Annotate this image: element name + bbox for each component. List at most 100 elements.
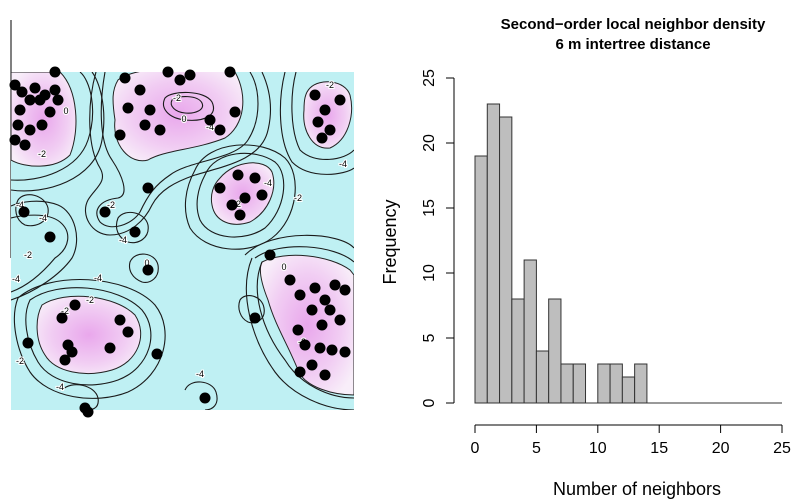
tree-point — [174, 74, 186, 86]
tree-point — [319, 104, 331, 116]
contour-label: -2 — [326, 80, 334, 90]
y-tick-label: 25 — [421, 69, 438, 87]
x-tick-label: 15 — [650, 440, 668, 457]
tree-point — [151, 348, 163, 360]
tree-point — [306, 304, 318, 316]
contour-label: -4 — [196, 369, 204, 379]
tree-point — [114, 129, 126, 141]
x-tick-label: 20 — [712, 440, 730, 457]
tree-point — [316, 319, 328, 331]
tree-point — [319, 294, 331, 306]
contour-label: -2 — [38, 149, 46, 159]
contour-line — [170, 96, 204, 114]
tree-point — [306, 359, 318, 371]
histogram-bars — [474, 103, 782, 404]
tree-point — [52, 94, 64, 106]
tree-point — [29, 82, 41, 94]
tree-point — [339, 284, 351, 296]
tree-points — [9, 66, 351, 418]
contour-line — [11, 214, 69, 293]
tree-point — [16, 86, 28, 98]
tree-point — [104, 342, 116, 354]
contour-line — [279, 72, 354, 175]
contour-line — [244, 234, 354, 256]
contour-line — [196, 152, 285, 238]
cluster-top-middle — [112, 72, 244, 162]
tree-point — [44, 106, 56, 118]
tree-point — [24, 94, 36, 106]
tree-point — [329, 279, 341, 291]
tree-point — [334, 94, 346, 106]
tree-point — [309, 282, 321, 294]
chart-title: Second−order local neighbor density — [501, 16, 766, 33]
tree-point — [119, 72, 131, 84]
tree-point — [339, 346, 351, 358]
tree-point — [12, 119, 24, 131]
contour-label: -2 — [24, 250, 32, 260]
tree-point — [184, 69, 196, 81]
contour-label: -4 — [16, 200, 24, 210]
x-tick-label: 25 — [773, 440, 791, 457]
tree-point — [59, 354, 71, 366]
tree-point — [162, 66, 174, 78]
contour-line — [115, 211, 149, 244]
tree-point — [324, 304, 336, 316]
tree-point — [292, 324, 304, 336]
histogram-axes: 0 5 10 15 20 25 0 5 10 15 20 25 — [421, 69, 791, 457]
contour-line — [25, 287, 152, 386]
contour-label: -4 — [206, 122, 214, 132]
contour-label: 0 — [144, 258, 149, 268]
histogram-bar — [511, 298, 525, 404]
tree-point — [34, 94, 46, 106]
chart-subtitle: 6 m intertree distance — [555, 36, 710, 53]
tree-point — [294, 366, 306, 378]
tree-point — [314, 342, 326, 354]
tree-point — [18, 206, 30, 218]
tree-point — [114, 314, 126, 326]
tree-point — [142, 264, 154, 276]
contour-line — [13, 278, 166, 399]
contour-line — [245, 257, 354, 410]
tree-point — [122, 326, 134, 338]
contour-label: -4 — [56, 382, 64, 392]
tree-point — [214, 182, 226, 194]
tree-point — [324, 124, 336, 136]
histogram-bar — [621, 376, 636, 404]
contour-label: -2 — [86, 295, 94, 305]
tree-point — [229, 106, 241, 118]
tree-point — [334, 314, 346, 326]
tree-point — [326, 344, 338, 356]
histogram-bar — [560, 363, 574, 404]
tree-point — [82, 406, 94, 418]
contour-label: -2 — [294, 193, 302, 203]
tree-point — [9, 79, 21, 91]
tree-point — [264, 249, 276, 261]
contour-line — [184, 144, 296, 250]
x-tick-label: 0 — [471, 440, 480, 457]
tree-point — [14, 104, 26, 116]
tree-point — [24, 124, 36, 136]
tree-point — [62, 339, 74, 351]
contour-label: -2 — [61, 306, 69, 316]
histogram-bar — [548, 298, 562, 404]
tree-point — [232, 169, 244, 181]
contour-line — [96, 72, 259, 228]
tree-point — [309, 89, 321, 101]
histogram-bar — [597, 363, 611, 404]
tree-point — [312, 116, 324, 128]
tree-point — [36, 119, 48, 131]
x-tick-label: 5 — [532, 440, 541, 457]
tree-point — [199, 392, 211, 404]
contour-label: -4 — [94, 273, 102, 283]
y-axis-label: Frequency — [380, 199, 400, 284]
tree-point — [256, 189, 268, 201]
tree-point — [139, 119, 151, 131]
histogram-bar — [523, 259, 537, 404]
tree-point — [129, 226, 141, 238]
tree-point — [22, 337, 34, 349]
contour-line — [11, 200, 78, 301]
contour-label: -4 — [119, 235, 127, 245]
tree-point — [234, 209, 246, 221]
